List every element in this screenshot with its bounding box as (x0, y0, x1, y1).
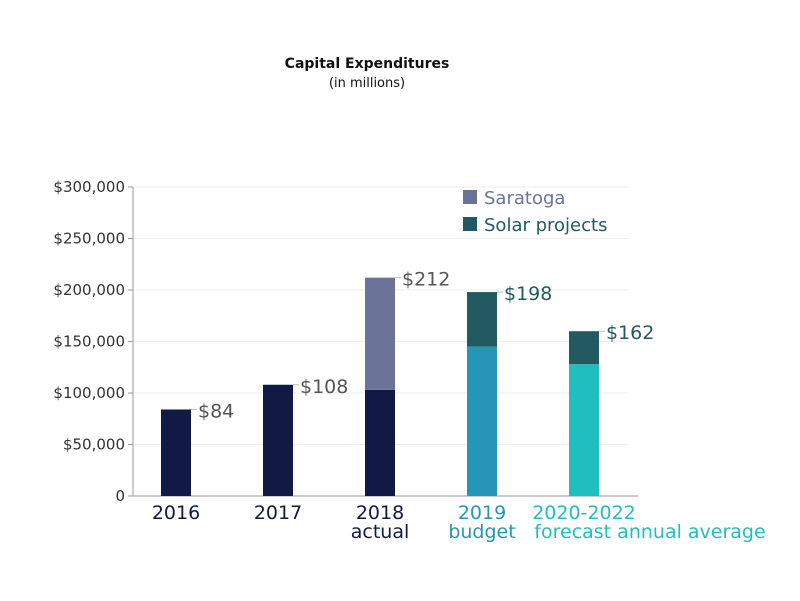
x-category-label: 2020-2022 (532, 502, 636, 524)
legend-swatch (463, 217, 477, 231)
x-category-label: 2018 (356, 502, 404, 524)
bar-segment (365, 389, 395, 496)
chart-title: Capital Expenditures (285, 56, 450, 72)
legend-label: Solar projects (484, 215, 607, 236)
data-label: $108 (300, 376, 348, 398)
x-category-label: 2017 (254, 502, 302, 524)
y-tick-label: $50,000 (63, 436, 125, 454)
y-tick-label: 0 (115, 487, 125, 505)
bar-segment (365, 277, 395, 390)
data-label: $198 (504, 283, 552, 305)
y-tick-label: $100,000 (53, 384, 125, 402)
x-category-sublabel: actual (351, 521, 410, 543)
data-label: $212 (402, 269, 450, 291)
bar-segment (161, 409, 191, 496)
legend: Saratoga Solar projects (463, 188, 607, 236)
legend-label: Saratoga (484, 188, 565, 209)
y-tick-label: $150,000 (53, 333, 125, 351)
data-label: $84 (198, 400, 234, 422)
bar-segment (467, 292, 497, 347)
data-labels: $84 $108 $212 $198 $162 (191, 269, 654, 422)
x-category-sublabel: budget (448, 521, 515, 543)
y-tick-label: $200,000 (53, 281, 125, 299)
x-category-label: 2019 (458, 502, 506, 524)
y-tick-label: $300,000 (53, 178, 125, 196)
bar-segment (263, 384, 293, 496)
y-tick-label: $250,000 (53, 230, 125, 248)
legend-swatch (463, 190, 477, 204)
bars (161, 277, 599, 496)
chart-subtitle: (in millions) (329, 76, 405, 91)
x-category-label: 2016 (152, 502, 200, 524)
axes: 0 $50,000 $100,000 $150,000 $200,000 $250,000… (53, 178, 765, 543)
bar-segment (569, 331, 599, 365)
bar-segment (467, 346, 497, 496)
data-label: $162 (606, 322, 654, 344)
x-category-sublabel: forecast annual average (534, 521, 765, 543)
bar-segment (569, 364, 599, 496)
